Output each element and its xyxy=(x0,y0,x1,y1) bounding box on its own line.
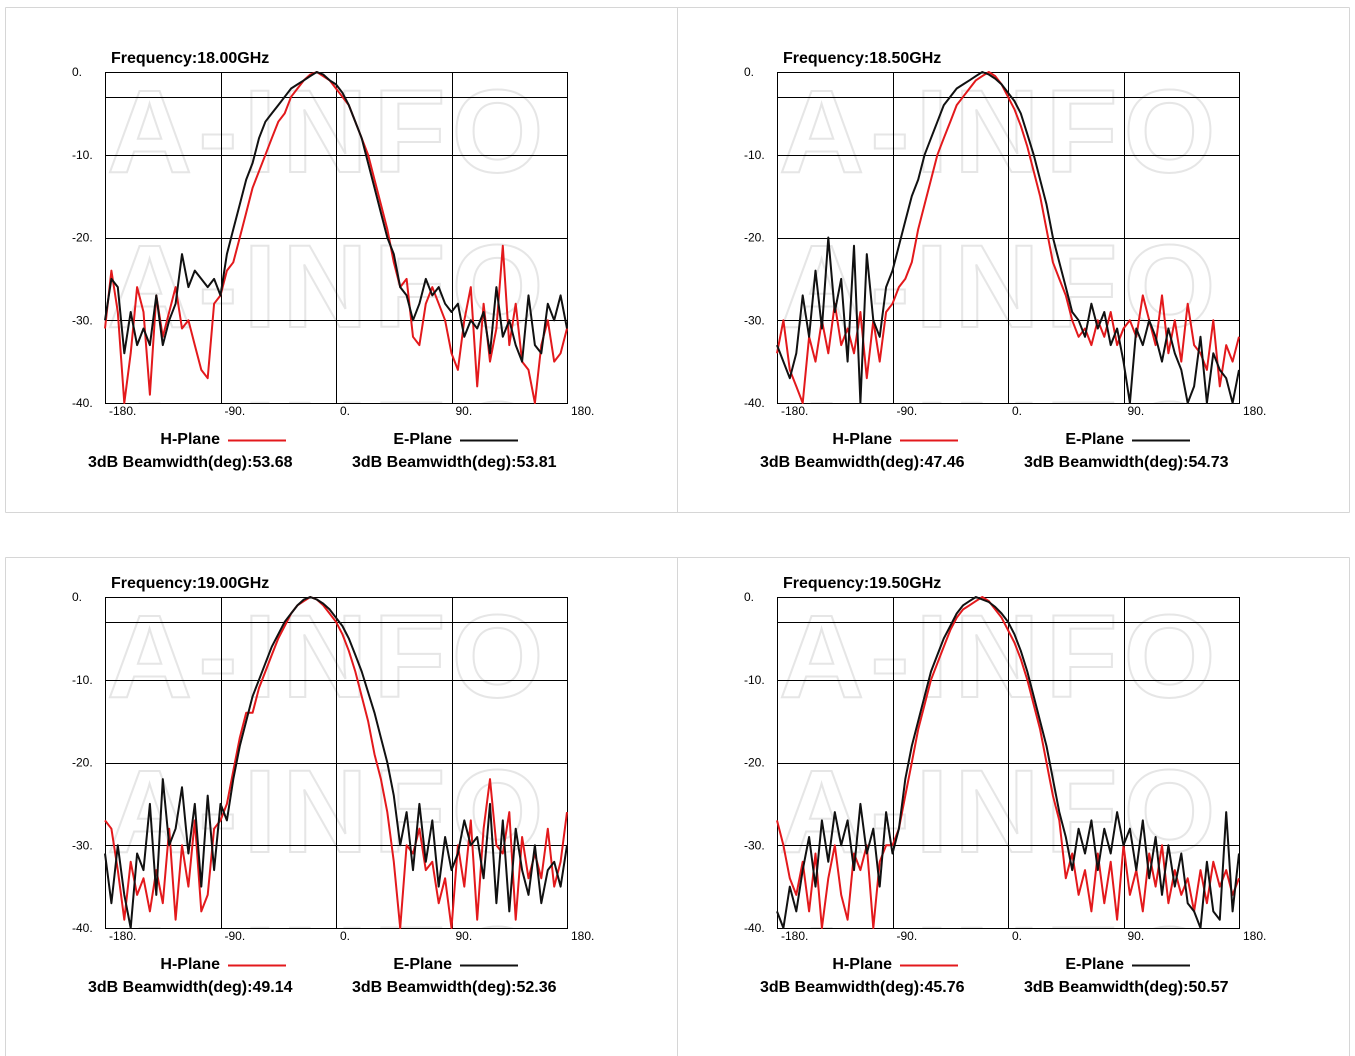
series-line-e-plane xyxy=(776,71,1240,404)
plot-area-frame xyxy=(777,597,1240,929)
y-tick-label: 0. xyxy=(744,65,754,79)
watermark-text: A-INFO xyxy=(107,591,549,723)
x-tick-label: 0. xyxy=(1012,404,1022,418)
x-tick-label: 180. xyxy=(1243,929,1266,943)
chart-title: Frequency:18.00GHz xyxy=(111,50,269,67)
y-tick-label: -30. xyxy=(72,313,93,327)
beamwidth-label-h-plane: 3dB Beamwidth(deg):49.14 xyxy=(88,979,293,996)
legend-label-e-plane: E-Plane xyxy=(393,956,452,973)
y-tick-label: -20. xyxy=(72,231,93,245)
chart-svg: A-INFOA-INFOA-INFO0.-10.-20.-30.-40.-180… xyxy=(744,575,1266,996)
watermark-text: A-INFO xyxy=(107,221,549,353)
chart-panel-2: A-INFO A-INFO A-INFO 0. -10. -20. -30. -40. -180… xyxy=(677,0,1355,528)
x-tick-label: 90. xyxy=(1128,929,1145,943)
series-line-e-plane xyxy=(776,596,1240,929)
y-tick-label: -30. xyxy=(744,313,765,327)
x-tick-label: 180. xyxy=(571,929,594,943)
legend-label-e-plane: E-Plane xyxy=(393,431,452,448)
beamwidth-label-e-plane: 3dB Beamwidth(deg):53.81 xyxy=(352,454,557,471)
x-tick-label: 180. xyxy=(1243,404,1266,418)
x-tick-label: -180. xyxy=(109,929,136,943)
x-tick-label: 90. xyxy=(1128,404,1145,418)
y-tick-label: 0. xyxy=(72,65,82,79)
series-line-h-plane xyxy=(776,71,1240,404)
y-tick-label: -20. xyxy=(744,756,765,770)
chart-svg: A-INFOA-INFOA-INFO0.-10.-20.-30.-40.-180… xyxy=(72,575,594,1035)
watermark-text: A-INFO xyxy=(107,66,549,198)
x-tick-label: -180. xyxy=(781,404,808,418)
series-line-h-plane xyxy=(104,71,568,404)
y-tick-label: -40. xyxy=(744,396,765,410)
y-tick-label: -10. xyxy=(72,148,93,162)
chart-panel-3: A-INFO A-INFO A-INFO 0. -10. -20. -30. -40. -180… xyxy=(0,528,677,1056)
beamwidth-label-e-plane: 3dB Beamwidth(deg):50.57 xyxy=(1024,979,1229,996)
beamwidth-label-e-plane: 3dB Beamwidth(deg):52.36 xyxy=(352,979,557,996)
x-tick-label: -90. xyxy=(225,929,246,943)
y-tick-label: -40. xyxy=(72,921,93,935)
y-tick-label: -10. xyxy=(744,673,765,687)
legend-label-h-plane: H-Plane xyxy=(832,956,892,973)
chart-title: Frequency:19.50GHz xyxy=(783,575,941,592)
watermark-text: A-INFO xyxy=(107,746,549,878)
y-tick-label: -10. xyxy=(72,673,93,687)
y-tick-label: 0. xyxy=(744,590,754,604)
chart-title: Frequency:19.00GHz xyxy=(111,575,269,592)
x-tick-label: 0. xyxy=(1012,929,1022,943)
plot-area-frame xyxy=(105,72,568,404)
beamwidth-label-h-plane: 3dB Beamwidth(deg):45.76 xyxy=(760,979,965,996)
x-tick-label: 0. xyxy=(340,929,350,943)
legend-label-h-plane: H-Plane xyxy=(160,431,220,448)
y-tick-label: -40. xyxy=(72,396,93,410)
chart-svg: A-INFOA-INFOA-INFO0.-10.-20.-30.-40.-180… xyxy=(72,50,594,510)
y-tick-label: -30. xyxy=(744,838,765,852)
y-tick-label: -40. xyxy=(744,921,765,935)
series-line-e-plane xyxy=(104,596,568,929)
x-tick-label: -90. xyxy=(225,404,246,418)
y-tick-label: -10. xyxy=(744,148,765,162)
watermark-text: A-INFO xyxy=(107,903,549,1035)
x-tick-label: -180. xyxy=(109,404,136,418)
legend-label-h-plane: H-Plane xyxy=(160,956,220,973)
x-tick-label: -90. xyxy=(897,404,918,418)
x-tick-label: 180. xyxy=(571,404,594,418)
y-tick-label: -20. xyxy=(744,231,765,245)
series-line-e-plane xyxy=(104,71,568,363)
y-tick-label: -30. xyxy=(72,838,93,852)
beamwidth-label-h-plane: 3dB Beamwidth(deg):47.46 xyxy=(760,454,965,471)
x-tick-label: 90. xyxy=(456,404,473,418)
watermark-text: A-INFO xyxy=(779,746,1221,878)
x-tick-label: 0. xyxy=(340,404,350,418)
x-tick-label: -90. xyxy=(897,929,918,943)
watermark-text: A-INFO xyxy=(779,378,1221,510)
chart-panel-1: A-INFO A-INFO A-INFO 0. -10. -20. -30. -40. -180… xyxy=(0,0,677,528)
chart-svg: A-INFOA-INFOA-INFO0.-10.-20.-30.-40.-180… xyxy=(744,50,1266,510)
series-line-h-plane xyxy=(104,596,568,929)
watermark-text: A-INFO xyxy=(779,66,1221,198)
plot-area-frame xyxy=(777,72,1240,404)
legend-label-e-plane: E-Plane xyxy=(1065,431,1124,448)
chart-title: Frequency:18.50GHz xyxy=(783,50,941,67)
x-tick-label: -180. xyxy=(781,929,808,943)
y-tick-label: -20. xyxy=(72,756,93,770)
chart-panel-4: A-INFO A-INFO A-INFO 0. -10. -20. -30. -40. -180… xyxy=(677,528,1355,1056)
legend-label-h-plane: H-Plane xyxy=(832,431,892,448)
legend-label-e-plane: E-Plane xyxy=(1065,956,1124,973)
y-tick-label: 0. xyxy=(72,590,82,604)
watermark-text: A-INFO xyxy=(107,378,549,510)
beamwidth-label-h-plane: 3dB Beamwidth(deg):53.68 xyxy=(88,454,293,471)
plot-area-frame xyxy=(105,597,568,929)
x-tick-label: 90. xyxy=(456,929,473,943)
watermark-text: A-INFO xyxy=(779,591,1221,723)
beamwidth-label-e-plane: 3dB Beamwidth(deg):54.73 xyxy=(1024,454,1229,471)
series-line-h-plane xyxy=(776,596,1240,929)
